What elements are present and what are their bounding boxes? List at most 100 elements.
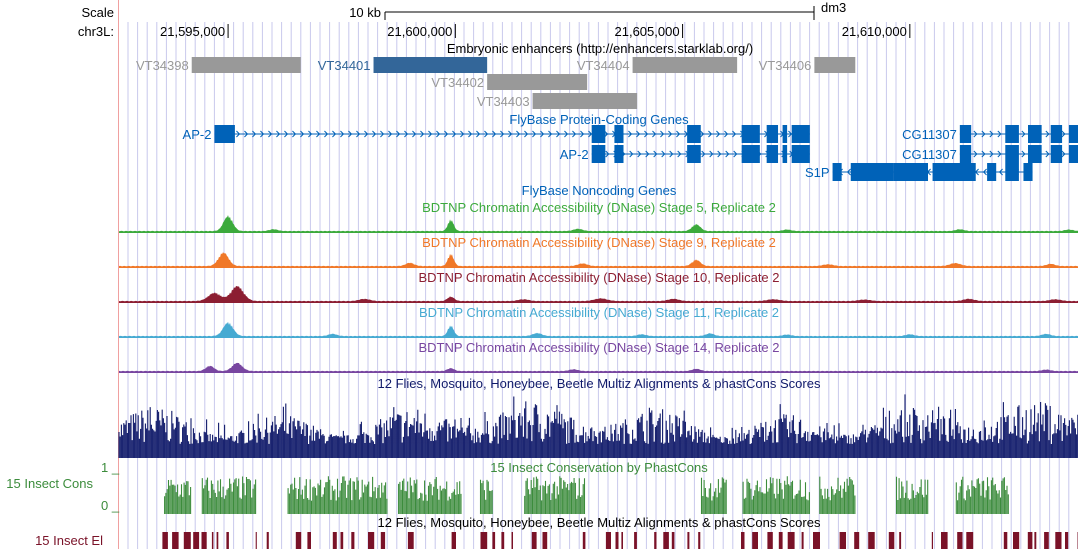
coding-genes-track[interactable]: FlyBase Protein-Coding Genes AP-2 AP-2 CG1… <box>183 112 1078 181</box>
strand-arrow <box>300 130 305 138</box>
gene-label[interactable]: S1P <box>805 165 830 180</box>
strand-arrow <box>701 150 706 158</box>
enhancer-label[interactable]: VT34402 <box>431 75 484 90</box>
strand-arrow <box>732 130 737 138</box>
gene-exon[interactable] <box>1068 145 1078 163</box>
gene-exon[interactable] <box>987 163 997 181</box>
gene-exon[interactable] <box>832 163 842 181</box>
elements-side-label: 15 Insect El <box>35 533 103 548</box>
enhancer-block[interactable] <box>532 93 638 109</box>
gene-exon[interactable] <box>932 163 976 181</box>
gene-exon[interactable] <box>782 125 788 143</box>
phastcons-ymin-label: 0 _ <box>101 498 120 513</box>
strand-arrow <box>668 130 673 138</box>
gene-exon[interactable] <box>1028 125 1042 143</box>
noncoding-genes-track[interactable]: FlyBase Noncoding Genes <box>522 183 677 198</box>
enhancer-label[interactable]: VT34404 <box>577 58 630 73</box>
gene-exon[interactable] <box>959 145 972 163</box>
enhancer-label[interactable]: VT34398 <box>136 58 189 73</box>
enhancer-label[interactable]: VT34406 <box>759 58 812 73</box>
gene-exon[interactable] <box>766 125 779 143</box>
gene-exon[interactable] <box>893 163 929 181</box>
strand-arrow <box>348 130 353 138</box>
gene-exon[interactable] <box>741 125 760 143</box>
gene-exon[interactable] <box>614 125 624 143</box>
gene-exon[interactable] <box>591 125 606 143</box>
gene-exon[interactable] <box>766 145 779 163</box>
gene-exon[interactable] <box>614 145 624 163</box>
strand-arrow <box>548 130 553 138</box>
conserved-elements-track[interactable]: 12 Flies, Mosquito, Honeybee, Beetle Mul… <box>35 515 1078 549</box>
strand-arrow <box>1021 130 1026 138</box>
enhancer-block[interactable] <box>632 57 738 73</box>
dnase-signal <box>119 362 1078 372</box>
gene-exon[interactable] <box>782 145 788 163</box>
gene-exon[interactable] <box>687 125 701 143</box>
gene-exon[interactable] <box>687 145 701 163</box>
dnase-track-stage[interactable]: BDTNP Chromatin Accessibility (DNase) St… <box>119 270 1078 303</box>
enhancers-track[interactable]: Embryonic enhancers (http://enhancers.st… <box>136 41 856 109</box>
gene-label[interactable]: AP-2 <box>560 147 589 162</box>
enhancer-label[interactable]: VT34401 <box>318 58 371 73</box>
strand-arrow <box>404 130 409 138</box>
strand-arrow <box>564 130 569 138</box>
gridlines <box>127 22 1070 549</box>
strand-arrow <box>700 130 705 138</box>
strand-arrow <box>540 130 545 138</box>
gene-exon[interactable] <box>741 145 760 163</box>
gene-exon[interactable] <box>850 163 894 181</box>
dnase-track-stage[interactable]: BDTNP Chromatin Accessibility (DNase) St… <box>119 200 1078 233</box>
enhancer-label[interactable]: VT34403 <box>477 94 530 109</box>
dnase-track-stage[interactable]: BDTNP Chromatin Accessibility (DNase) St… <box>119 340 1078 373</box>
assembly-label: dm3 <box>821 0 846 15</box>
phastcons-track-title: 15 Insect Conservation by PhastCons <box>490 460 708 475</box>
strand-arrow <box>636 130 641 138</box>
strand-arrow <box>981 150 986 158</box>
dnase-signal <box>119 286 1078 302</box>
dnase-tracks[interactable]: BDTNP Chromatin Accessibility (DNase) St… <box>119 200 1078 373</box>
phastcons-track[interactable]: 15 Insect Conservation by PhastCons 15 I… <box>6 460 1009 514</box>
enhancer-block[interactable] <box>814 57 856 73</box>
gene-exon[interactable] <box>1050 145 1063 163</box>
strand-arrow <box>292 130 297 138</box>
multiz-track[interactable]: 12 Flies, Mosquito, Honeybee, Beetle Mul… <box>118 376 1078 458</box>
coding-genes-track-title: FlyBase Protein-Coding Genes <box>509 112 689 127</box>
strand-arrow <box>428 130 433 138</box>
strand-arrow <box>1061 150 1066 158</box>
gene-label[interactable]: AP-2 <box>183 127 212 142</box>
gene-exon[interactable] <box>1023 163 1033 181</box>
gene-exon[interactable] <box>1028 145 1042 163</box>
scale-label: Scale <box>81 5 114 20</box>
dnase-track-title: BDTNP Chromatin Accessibility (DNase) St… <box>422 235 776 250</box>
strand-arrow <box>981 130 986 138</box>
gene-transcripts[interactable]: AP-2 AP-2 CG11307 CG11307 S1P <box>183 125 1078 181</box>
gene-exon[interactable] <box>791 125 810 143</box>
gene-exon[interactable] <box>1068 125 1078 143</box>
enhancer-block[interactable] <box>373 57 488 73</box>
gene-label[interactable]: CG11307 <box>902 147 957 162</box>
position-label: 21,595,000 <box>160 24 225 39</box>
gene-exon[interactable] <box>959 125 972 143</box>
gene-exon[interactable] <box>1005 125 1019 143</box>
strand-arrow <box>660 130 665 138</box>
scale-bar-label: 10 kb <box>349 5 381 20</box>
gene-exon[interactable] <box>214 125 235 143</box>
enhancer-block[interactable] <box>191 57 301 73</box>
strand-arrow <box>372 130 377 138</box>
dnase-track-stage[interactable]: BDTNP Chromatin Accessibility (DNase) St… <box>119 235 1078 268</box>
strand-arrow <box>724 130 729 138</box>
enhancer-block[interactable] <box>487 74 588 90</box>
gene-exon[interactable] <box>1005 145 1019 163</box>
gene-exon[interactable] <box>591 145 606 163</box>
dnase-track-stage[interactable]: BDTNP Chromatin Accessibility (DNase) St… <box>119 305 1078 338</box>
gene-label[interactable]: CG11307 <box>902 127 957 142</box>
strand-arrow <box>588 130 593 138</box>
dnase-signal <box>119 252 1078 267</box>
strand-arrow <box>1045 130 1050 138</box>
gene-exon[interactable] <box>791 145 810 163</box>
strand-arrow <box>252 130 257 138</box>
gene-exon[interactable] <box>1050 125 1063 143</box>
enhancer-items[interactable]: VT34398 VT34401 VT34402 VT34403 VT34404 VT344… <box>136 57 856 109</box>
gene-exon[interactable] <box>1005 163 1019 181</box>
